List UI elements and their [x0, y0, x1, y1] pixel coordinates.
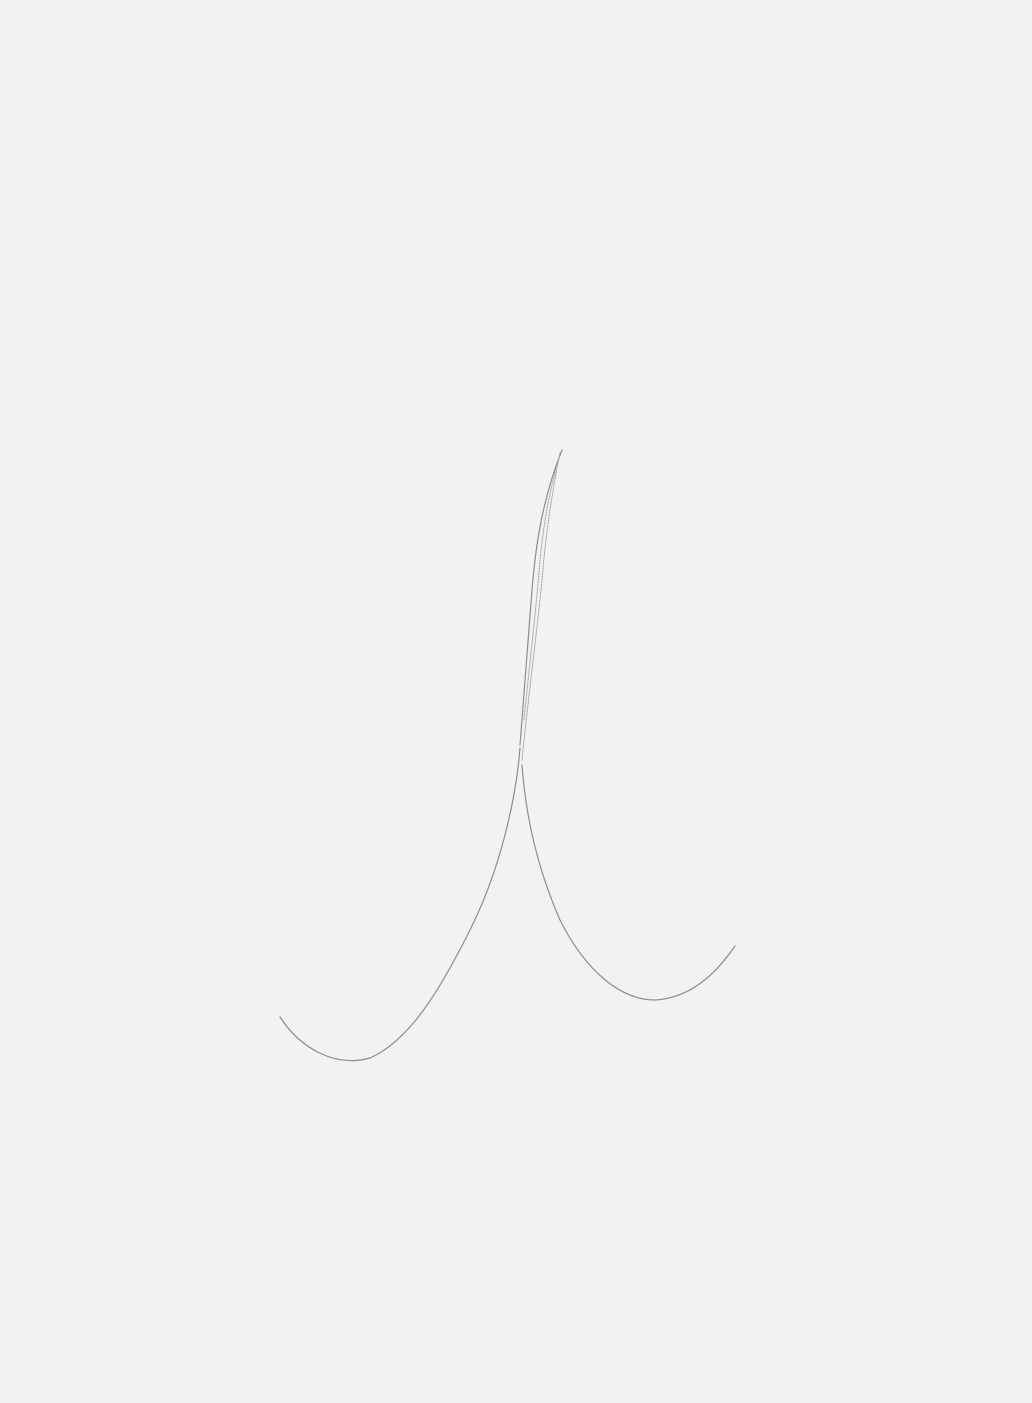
left-branch-curve — [279, 747, 521, 1062]
stem-stroke-left — [519, 449, 563, 746]
stem-stroke-right — [521, 451, 561, 761]
right-branch-curve — [521, 764, 736, 1001]
stem-stroke-inner — [523, 469, 557, 721]
